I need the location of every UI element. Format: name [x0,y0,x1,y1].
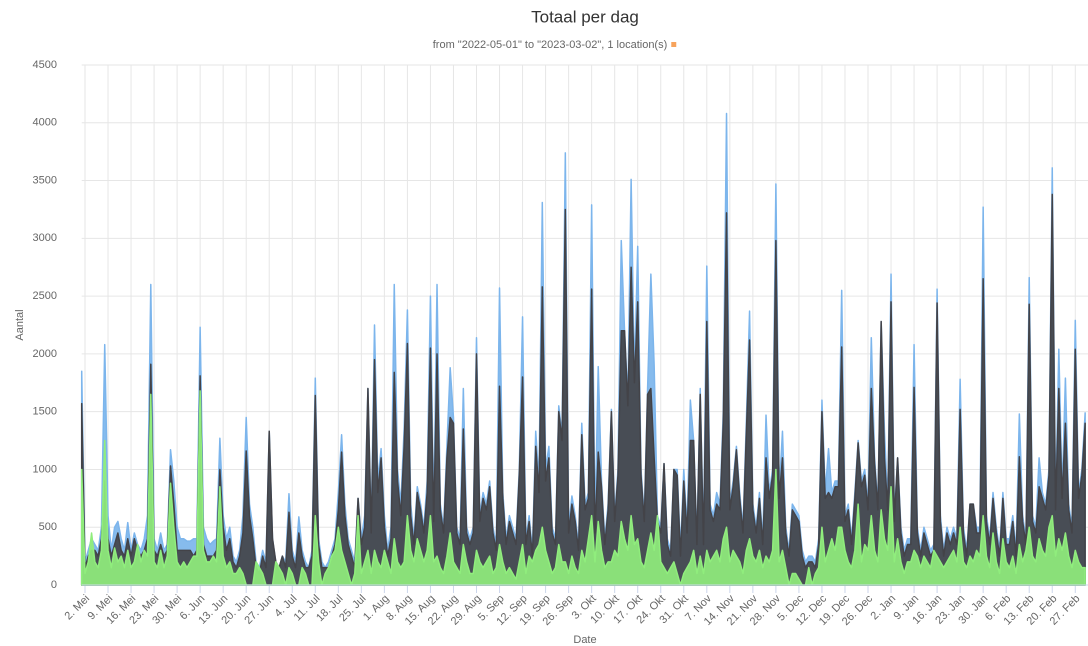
y-tick-label: 0 [51,579,57,591]
area [80,193,1086,586]
location-marker [671,42,677,47]
x-axis-label: Date [573,634,596,646]
x-tick-label: 25. Jul [337,593,368,624]
y-tick-label: 4000 [33,117,57,129]
y-tick-label: 500 [39,521,57,533]
y-tick-label: 3500 [33,174,57,186]
y-tick-label: 4500 [33,59,57,71]
y-axis-label: Aantal [14,309,26,340]
y-tick-label: 3000 [33,232,57,244]
chart-subtitle: from "2022-05-01" to "2023-03-02", 1 loc… [433,39,668,51]
y-tick-label: 2500 [33,290,57,302]
y-tick-label: 2000 [33,348,57,360]
x-tick-label: 2. Mei [62,593,92,623]
x-tick-label: 2. Jan [869,593,899,623]
chart-title: Totaal per dag [531,7,639,26]
y-tick-label: 1500 [33,406,57,418]
y-tick-label: 1000 [33,463,57,475]
